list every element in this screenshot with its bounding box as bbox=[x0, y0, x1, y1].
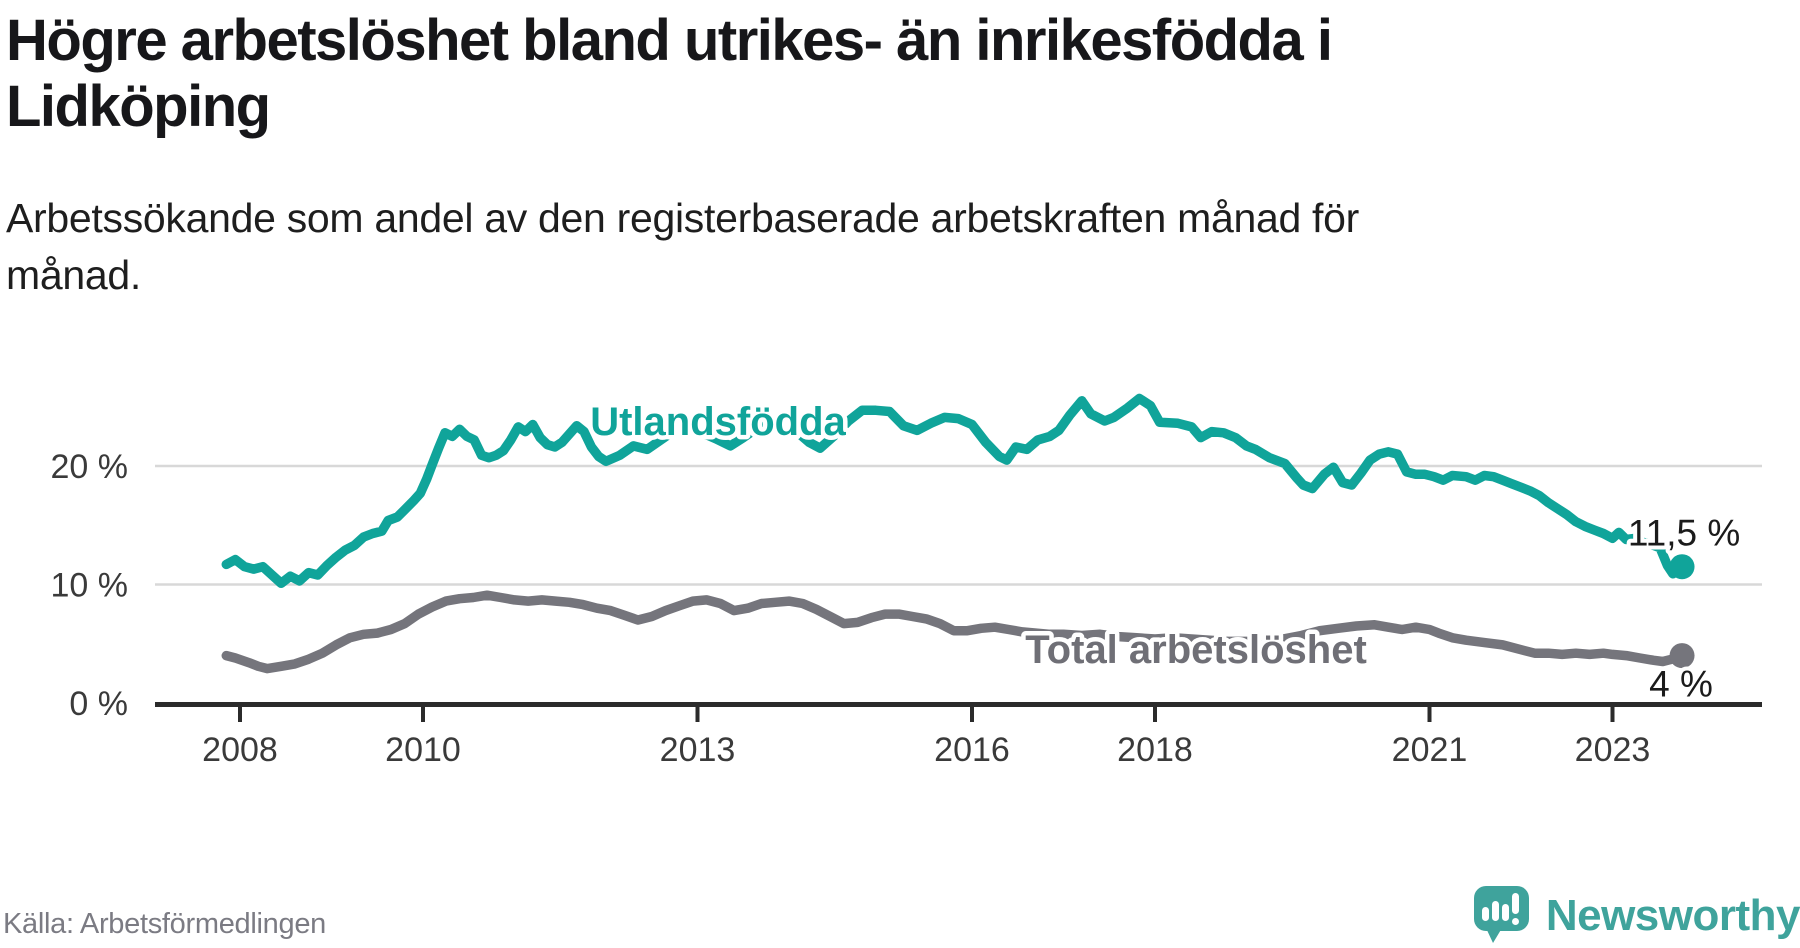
axis-labels: 20 % 10 % 0 % 2008 2010 2013 2016 2018 2021 2023 bbox=[51, 448, 1651, 769]
end-dot-total bbox=[1669, 643, 1695, 669]
subtitle-line-2: månad. bbox=[6, 252, 141, 298]
title-line-2: Lidköping bbox=[6, 74, 271, 139]
x-axis-tick-label: 2010 bbox=[385, 731, 461, 769]
chart-subtitle: Arbetssökande som andel av den registerb… bbox=[6, 190, 1506, 304]
x-axis-tick-label: 2021 bbox=[1392, 731, 1468, 769]
y-axis-tick-label: 10 % bbox=[51, 567, 129, 605]
newsworthy-branding: Newsworthy bbox=[1472, 884, 1800, 948]
end-dot-utlandsfodda bbox=[1669, 554, 1695, 580]
subtitle-line-1: Arbetssökande som andel av den registerb… bbox=[6, 195, 1360, 241]
x-axis-tick-label: 2008 bbox=[202, 731, 278, 769]
source-credit: Källa: Arbetsförmedlingen bbox=[3, 908, 326, 940]
gridlines bbox=[155, 464, 1762, 586]
series-line-utlandsfodda bbox=[221, 393, 1687, 589]
end-value-label-total: 4 % bbox=[1649, 664, 1713, 705]
x-axis-tick-label: 2023 bbox=[1575, 731, 1651, 769]
x-axis-tick-label: 2013 bbox=[660, 731, 736, 769]
x-axis-tick-label: 2018 bbox=[1117, 731, 1193, 769]
x-axis-tick-label: 2016 bbox=[934, 731, 1010, 769]
series-lines bbox=[221, 393, 1695, 674]
series-line-total bbox=[221, 590, 1687, 674]
newsworthy-wordmark: Newsworthy bbox=[1545, 891, 1800, 940]
y-axis-tick-label: 20 % bbox=[51, 448, 129, 486]
title-line-1: Högre arbetslöshet bland utrikes- än inr… bbox=[6, 8, 1333, 73]
x-axis bbox=[155, 702, 1762, 722]
series-label-utlandsfodda: Utlandsfödda bbox=[590, 400, 846, 444]
page-title: Högre arbetslöshet bland utrikes- än inr… bbox=[6, 8, 1766, 140]
newsworthy-logo-icon bbox=[1473, 886, 1529, 943]
series-label-total-arbetsloshet: Total arbetslöshet bbox=[1025, 628, 1367, 672]
y-axis-tick-label: 0 % bbox=[69, 685, 128, 723]
end-value-label-utlandsfodda: 11,5 % bbox=[1628, 513, 1740, 554]
